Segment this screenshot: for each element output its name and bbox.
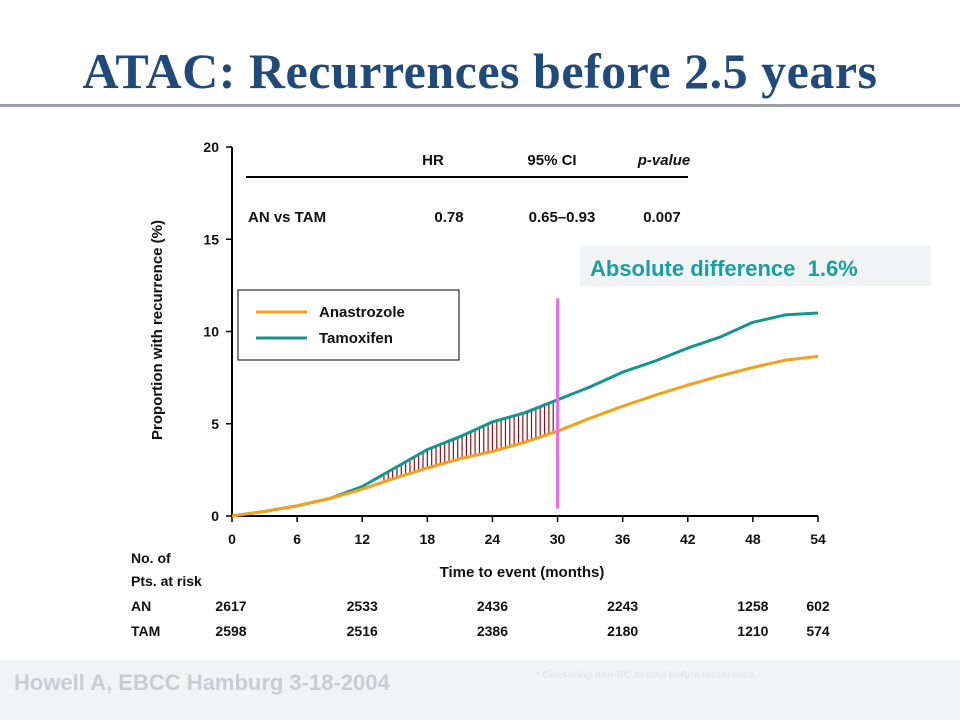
- risk-table: No. of Pts. at risk AN TAM 2617 2533 2436 2…: [131, 550, 830, 639]
- citation: Howell A, EBCC Hamburg 3-18-2004: [14, 670, 390, 695]
- risk-row-an-label: AN: [131, 598, 151, 614]
- y-ticks: 0 5 10 15 20: [203, 139, 232, 524]
- risk-value-tam: 574: [806, 623, 830, 639]
- page-title: ATAC: Recurrences before 2.5 years: [82, 43, 878, 99]
- x-axis-label: Time to event (months): [440, 564, 605, 581]
- x-tick-label: 36: [615, 531, 631, 547]
- stats-row-label: AN vs TAM: [248, 209, 326, 226]
- footer-band: [0, 660, 960, 720]
- risk-value-an: 2617: [215, 598, 246, 614]
- y-tick-label: 5: [211, 416, 219, 432]
- legend-box: [237, 289, 460, 361]
- risk-value-tam: 2386: [477, 623, 508, 639]
- x-tick-label: 18: [420, 531, 436, 547]
- stats-header-ci: 95% CI: [527, 152, 576, 169]
- x-tick-label: 0: [228, 531, 236, 547]
- y-tick-label: 15: [203, 231, 219, 247]
- legend: Anastrozole Tamoxifen: [237, 289, 460, 361]
- x-tick-label: 12: [354, 531, 370, 547]
- risk-value-tam: 2180: [607, 623, 638, 639]
- y-axis-label: Proportion with recurrence (%): [149, 220, 166, 440]
- stats-p-value: 0.007: [643, 209, 681, 226]
- stats-header-p: p-value: [637, 152, 691, 169]
- stats-table: HR 95% CI p-value AN vs TAM 0.78 0.65–0.…: [246, 152, 690, 226]
- risk-value-tam: 2516: [347, 623, 378, 639]
- stats-header-hr: HR: [422, 152, 444, 169]
- legend-label-tamoxifen: Tamoxifen: [319, 330, 393, 347]
- x-tick-label: 30: [550, 531, 566, 547]
- stats-hr-value: 0.78: [434, 209, 463, 226]
- risk-value-an: 2533: [347, 598, 378, 614]
- risk-value-tam: 2598: [215, 623, 246, 639]
- series-line-anastrozole: [231, 354, 819, 518]
- x-tick-label: 42: [680, 531, 696, 547]
- risk-value-an: 2436: [477, 598, 508, 614]
- y-tick-label: 0: [211, 508, 219, 524]
- x-tick-label: 24: [485, 531, 501, 547]
- x-tick-label: 54: [810, 531, 826, 547]
- absolute-difference-label: Absolute difference 1.6%: [590, 256, 858, 281]
- y-tick-label: 20: [203, 139, 219, 155]
- title-band: [0, 40, 960, 107]
- x-tick-label: 48: [745, 531, 761, 547]
- series-lines: [231, 311, 819, 518]
- risk-row-tam-label: TAM: [131, 623, 160, 639]
- risk-value-an: 1258: [737, 598, 768, 614]
- risk-value-an: 2243: [607, 598, 638, 614]
- risk-values: 2617 2533 2436 2243 1258 602 2598 2516 2386 2180 1…: [215, 598, 829, 639]
- legend-label-anastrozole: Anastrozole: [319, 304, 405, 321]
- stats-ci-value: 0.65–0.93: [529, 209, 596, 226]
- y-tick-label: 10: [203, 324, 219, 340]
- risk-value-tam: 1210: [737, 623, 768, 639]
- x-ticks: 0 6 12 18 24 30 36 42 48 54: [228, 516, 826, 547]
- risk-label-line1: No. of: [131, 550, 171, 566]
- risk-value-an: 602: [806, 598, 830, 614]
- x-tick-label: 6: [293, 531, 301, 547]
- risk-label-line2: Pts. at risk: [131, 573, 202, 589]
- footnote: * Censoring non-BC deaths before recurre…: [536, 670, 754, 681]
- annotation-box: [580, 246, 931, 286]
